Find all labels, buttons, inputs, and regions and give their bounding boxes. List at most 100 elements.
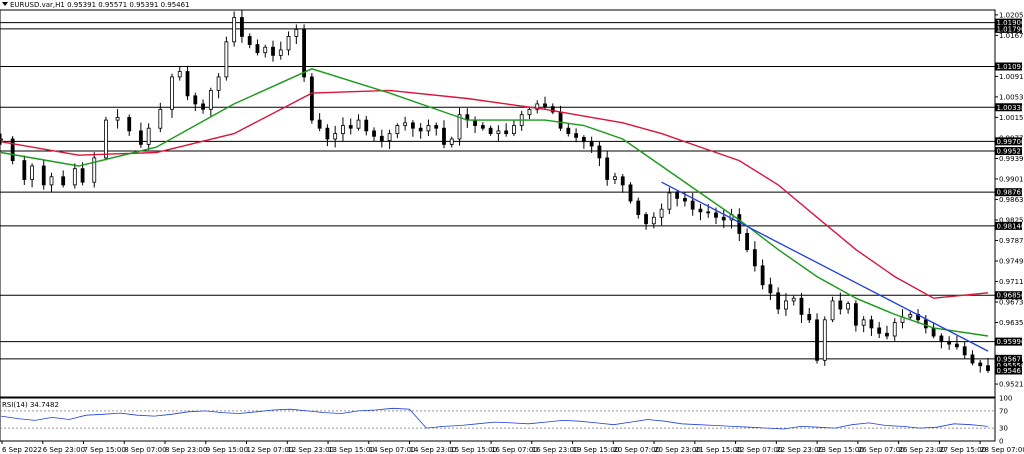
candle-body <box>978 362 983 367</box>
candle-body <box>255 44 260 54</box>
candle-body <box>504 130 509 135</box>
candle-body <box>418 127 423 132</box>
candle-body <box>869 319 874 329</box>
candle-body <box>838 300 843 310</box>
price-badge-label: 0.99706 <box>997 138 1024 146</box>
time-tick-label: 8 Sep 07:00 <box>124 446 166 454</box>
candle-body <box>364 119 369 132</box>
candle-body <box>271 46 275 56</box>
price-badge-label: 0.96856 <box>997 292 1024 300</box>
candle-body <box>955 343 959 348</box>
candle-body <box>434 125 439 129</box>
candle-body <box>356 119 361 129</box>
price-badge-label: 1.01790 <box>997 25 1024 33</box>
rsi-pane-frame <box>0 397 996 442</box>
price-badge <box>995 188 1022 197</box>
candle-body <box>426 125 431 132</box>
candle-body <box>675 192 680 199</box>
candle-body <box>177 71 182 78</box>
candle-body <box>644 214 648 225</box>
time-tick-label: 28 Sep 07:00 <box>980 446 1024 454</box>
time-tick-label: 6 Sep 2022 <box>2 446 42 454</box>
price-badge <box>995 361 1022 370</box>
candle-body <box>146 127 151 145</box>
candle-body <box>395 125 400 135</box>
candle-body <box>558 111 563 129</box>
rsi-level-label: 0 <box>999 438 1003 446</box>
time-tick-label: 6 Sep 23:00 <box>43 446 85 454</box>
price-tick-label: 0.95210 <box>999 381 1024 389</box>
symbol-info: EURUSD.var,H1 0.95391 0.95571 0.95391 0.… <box>10 1 190 9</box>
time-tick-label: 15 Sep 15:00 <box>450 446 497 454</box>
candle-body <box>931 327 936 337</box>
candle-body <box>628 184 633 202</box>
candle-body <box>760 265 765 286</box>
candle-body <box>923 319 928 329</box>
candle-body <box>620 176 625 186</box>
candle-body <box>807 314 812 321</box>
time-tick-label: 16 Sep 23:00 <box>532 446 579 454</box>
candle-body <box>317 119 322 129</box>
rsi-level-label: 70 <box>999 407 1008 415</box>
candle-body <box>550 106 555 113</box>
candle-body <box>667 192 672 210</box>
candle-body <box>737 214 742 234</box>
time-tick-label: 9 Sep 15:00 <box>206 446 248 454</box>
price-badge-label: 0.95461 <box>997 367 1024 375</box>
price-tick-label: 1.01670 <box>999 32 1024 40</box>
candle-body <box>41 165 46 186</box>
candle-body <box>240 17 244 37</box>
candle-body <box>410 122 415 129</box>
rsi-level-label: 100 <box>999 395 1012 403</box>
candle-body <box>970 354 975 364</box>
candle-body <box>247 36 252 45</box>
candle-body <box>574 133 579 138</box>
candle-body <box>325 127 330 140</box>
candle-body <box>224 41 229 78</box>
price-badge-label: 1.01906 <box>997 19 1024 27</box>
candle-body <box>885 332 889 337</box>
candle-body <box>706 211 711 214</box>
price-badge-label: 0.99527 <box>997 148 1024 156</box>
price-badge-label: 0.95996 <box>997 338 1024 346</box>
candle-body <box>830 300 835 321</box>
candle-body <box>566 127 571 135</box>
candle-body <box>480 125 485 129</box>
chevron-down-icon[interactable] <box>2 2 8 6</box>
candle-body <box>776 292 781 310</box>
candle-body <box>535 103 540 110</box>
price-badge <box>995 337 1022 346</box>
time-tick-label: 12 Sep 23:00 <box>287 446 334 454</box>
price-badge <box>995 221 1022 230</box>
price-badge-label: 0.98140 <box>997 222 1024 230</box>
candle-body <box>403 122 408 126</box>
candle-body <box>986 365 990 371</box>
candle-body <box>488 127 493 135</box>
candle-body <box>496 130 501 135</box>
time-tick-label: 26 Sep 23:00 <box>899 446 946 454</box>
candle-body <box>512 125 516 135</box>
candle-body <box>721 216 726 221</box>
candle-body <box>768 284 773 294</box>
time-tick-label: 14 Sep 23:00 <box>410 446 457 454</box>
candle-body <box>784 300 788 310</box>
time-tick-label: 8 Sep 23:00 <box>165 446 207 454</box>
candle-body <box>636 200 641 215</box>
rsi-level-label: 30 <box>999 425 1008 433</box>
candle-body <box>543 103 547 108</box>
candle-body <box>745 233 749 251</box>
time-tick-label: 20 Sep 07:00 <box>613 446 660 454</box>
candle-body <box>892 322 897 337</box>
candle-body <box>822 319 827 361</box>
time-tick-label: 27 Sep 15:00 <box>939 446 986 454</box>
candle-body <box>947 341 952 345</box>
candle-body <box>294 29 299 37</box>
time-tick-label: 13 Sep 15:00 <box>328 446 375 454</box>
